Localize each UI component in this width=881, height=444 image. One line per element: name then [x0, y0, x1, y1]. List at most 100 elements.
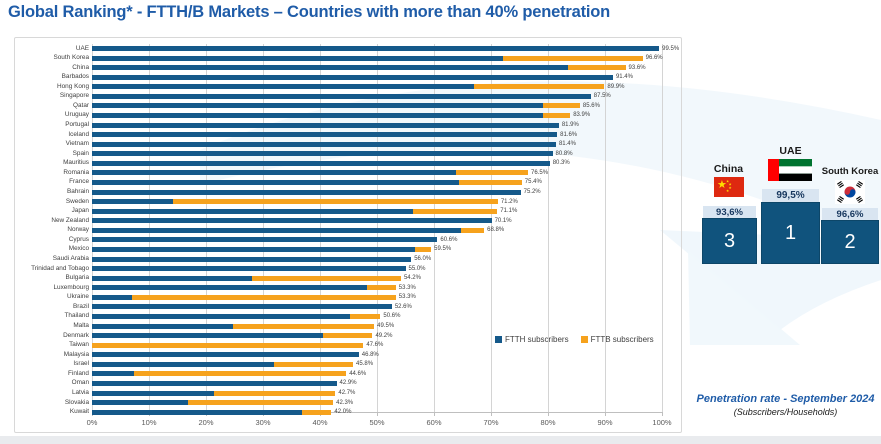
bar-segment-ftth — [92, 199, 173, 205]
bar-value-label: 56.0% — [414, 256, 432, 263]
bar-value-label: 71.1% — [500, 208, 518, 215]
legend-item-fttb: FTTB subscribers — [580, 335, 654, 344]
country-label: Kuwait — [69, 408, 89, 416]
bar-value-label: 99.5% — [662, 45, 680, 52]
bar-segment-ftth — [92, 170, 457, 176]
country-label: UAE — [75, 44, 89, 52]
x-tick-label: 30% — [255, 418, 271, 427]
bar-value-label: 44.6% — [349, 370, 367, 377]
podium-rank-1-block: 1 — [762, 203, 819, 263]
bar-segment-ftth — [92, 151, 553, 157]
country-label: Hong Kong — [57, 82, 89, 90]
podium-country-uae: UAE — [779, 145, 802, 157]
bar-segment-ftth — [92, 371, 134, 377]
bar-segment-ftth — [92, 93, 591, 99]
country-label: Denmark — [63, 331, 89, 339]
bar-segment-ftth — [92, 65, 568, 71]
bar-segment-fttb — [459, 179, 522, 185]
svg-text:★: ★ — [726, 189, 729, 193]
country-label: Brazil — [73, 302, 89, 310]
bottom-strip-decoration — [0, 436, 881, 444]
podium-rank-3-block: 3 — [703, 219, 756, 263]
bar-segment-fttb — [542, 103, 580, 109]
bar-segment-fttb — [133, 371, 347, 377]
bar-value-label: 46.8% — [361, 351, 379, 358]
country-label: Trinidad and Tobago — [31, 264, 89, 272]
fttb-legend-swatch — [580, 336, 588, 343]
bar-segment-ftth — [92, 55, 503, 61]
bar-segment-ftth — [92, 179, 460, 185]
podium-value-china: 93,6% — [703, 206, 756, 219]
podium-value-south-korea: 96,6% — [822, 208, 878, 221]
x-tick-label: 20% — [198, 418, 214, 427]
bar-segment-fttb — [460, 227, 485, 233]
bar-value-label: 47.6% — [366, 342, 384, 349]
country-label: China — [72, 63, 89, 71]
bar-segment-fttb — [92, 342, 364, 348]
bar-segment-fttb — [187, 400, 334, 406]
bar-value-label: 75.4% — [524, 179, 542, 186]
x-tick-label: 50% — [369, 418, 385, 427]
bar-segment-fttb — [413, 208, 498, 214]
bar-segment-ftth — [92, 141, 556, 147]
country-label: Singapore — [59, 92, 89, 100]
country-label: Bulgaria — [65, 274, 89, 282]
bar-segment-fttb — [232, 323, 375, 329]
bar-segment-ftth — [92, 74, 613, 80]
footer-caption: Penetration rate - September 2024 — [696, 393, 875, 405]
footer-subcaption: (Subscribers/Households) — [733, 407, 838, 417]
bar-segment-fttb — [567, 65, 626, 71]
country-label: Uruguay — [64, 111, 89, 119]
bar-segment-fttb — [172, 199, 498, 205]
gridline — [662, 44, 663, 412]
x-tick-label: 100% — [652, 418, 672, 427]
country-label: Luxembourg — [53, 283, 89, 291]
country-label: Taiwan — [69, 341, 89, 349]
country-label: Mauritius — [63, 159, 89, 167]
bar-value-label: 81.6% — [560, 131, 578, 138]
bar-segment-fttb — [274, 361, 354, 367]
country-label: Barbados — [61, 73, 89, 81]
ftth-legend-swatch — [495, 336, 502, 343]
ftth-legend-label: FTTH subscribers — [505, 335, 569, 344]
svg-text:★: ★ — [729, 183, 732, 187]
bar-segment-fttb — [252, 275, 401, 281]
svg-text:★: ★ — [729, 186, 732, 190]
bar-segment-ftth — [92, 256, 412, 262]
bar-value-label: 42.7% — [338, 390, 356, 397]
x-tick-label: 80% — [540, 418, 556, 427]
country-label: Vietnam — [65, 140, 89, 148]
axis-tick — [548, 412, 549, 416]
country-label: Ukraine — [66, 293, 89, 301]
country-label: Thailand — [64, 312, 89, 320]
bar-value-label: 45.8% — [356, 361, 374, 368]
country-label: Bahrain — [66, 188, 89, 196]
country-label: Qatar — [73, 101, 89, 109]
bar-segment-ftth — [92, 46, 660, 51]
page-title: Global Ranking* - FTTH/B Markets – Count… — [8, 3, 611, 21]
bar-value-label: 70.1% — [494, 217, 512, 224]
x-tick-label: 60% — [426, 418, 442, 427]
country-label: Malta — [73, 322, 89, 330]
bar-value-label: 42.0% — [334, 409, 352, 416]
bar-value-label: 59.5% — [434, 246, 452, 253]
bar-segment-ftth — [92, 333, 323, 339]
country-label: South Korea — [53, 54, 89, 62]
bar-value-label: 81.9% — [561, 122, 579, 129]
bar-segment-fttb — [543, 112, 571, 118]
bar-segment-ftth — [92, 189, 521, 195]
bar-segment-ftth — [92, 390, 214, 396]
country-label: Japan — [71, 207, 89, 215]
bar-segment-ftth — [92, 304, 392, 310]
fttb-legend-label: FTTB subscribers — [590, 335, 654, 344]
bar-value-label: 83.9% — [573, 112, 591, 119]
bar-segment-ftth — [92, 400, 188, 406]
bar-segment-ftth — [92, 132, 558, 138]
bar-segment-ftth — [92, 409, 302, 415]
bar-value-label: 85.6% — [582, 102, 600, 109]
bar-segment-ftth — [92, 352, 359, 358]
bar-segment-fttb — [502, 55, 643, 61]
chart-legend: FTTH subscribers FTTB subscribers — [495, 335, 654, 344]
axis-tick — [377, 412, 378, 416]
legend-item-ftth: FTTH subscribers — [495, 335, 569, 344]
